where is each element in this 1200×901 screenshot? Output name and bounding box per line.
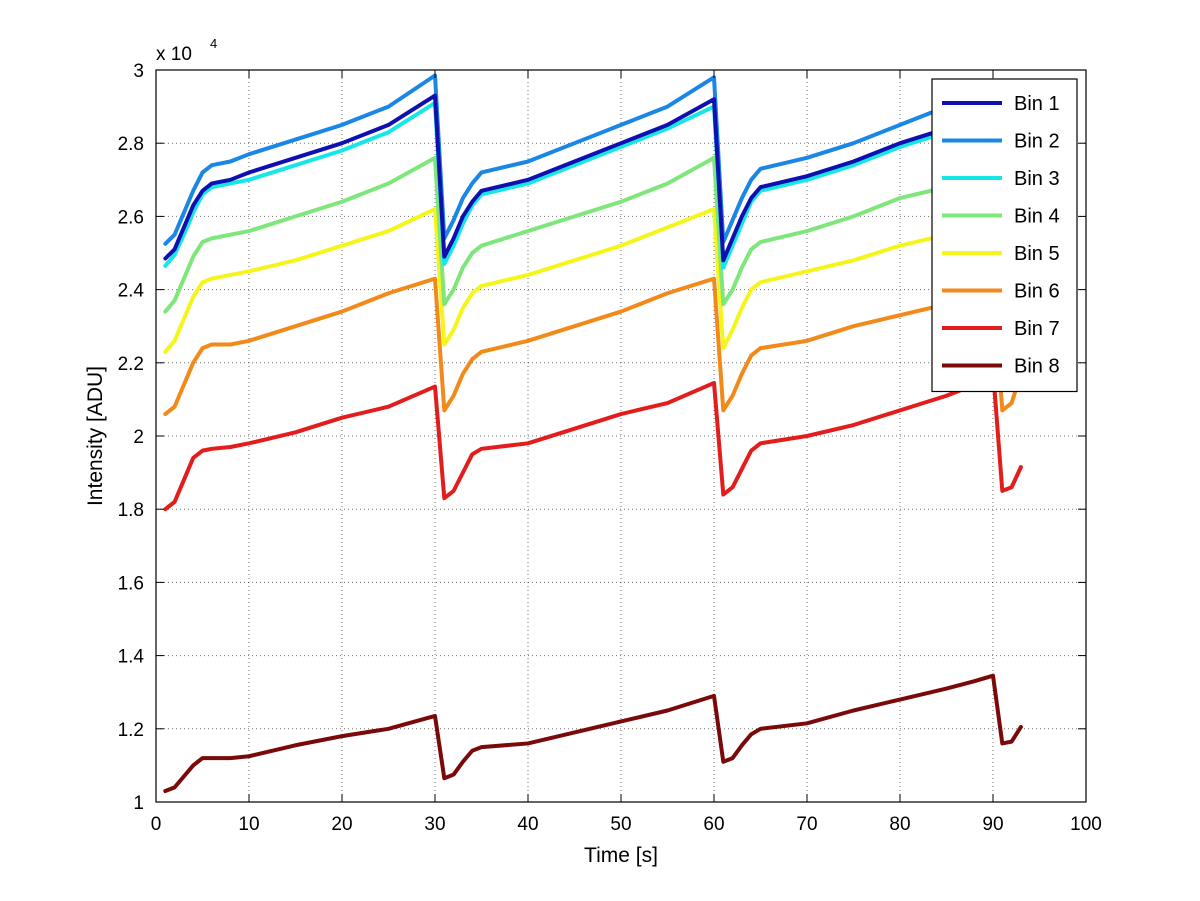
y-tick-label: 2.4: [118, 281, 145, 302]
x-tick-label: 10: [238, 814, 259, 835]
y-tick-label: 2.8: [118, 134, 144, 155]
series-line-bin-7: [163, 368, 1023, 512]
ticks: 0 10 20 30 40 50 60 70 80 90 100 1 1.2 1.4 1.6 1.8 2 2.2 2…: [118, 61, 1102, 835]
series-bin-4: [163, 155, 995, 314]
x-tick-label: 40: [517, 814, 538, 835]
x-tick-label: 20: [331, 814, 352, 835]
series-group: [163, 73, 1023, 794]
x-tick-label: 0: [151, 814, 162, 835]
y-exponent-power: 4: [210, 36, 217, 51]
y-axis-label: Intensity [ADU]: [84, 366, 107, 506]
series-line-bin-1: [163, 86, 995, 263]
x-tick-label: 80: [889, 814, 910, 835]
y-tick-label: 2: [133, 427, 144, 448]
legend-item-bin-6: Bin 6: [942, 281, 1060, 303]
series-line-bin-8: [163, 673, 1023, 794]
x-tick-label: 70: [796, 814, 817, 835]
legend-item-bin-5: Bin 5: [942, 243, 1060, 265]
series-line-bin-6: [163, 276, 1023, 417]
y-tick-label: 2.2: [118, 354, 144, 375]
series-line-bin-5: [163, 207, 995, 354]
x-tick-label: 50: [610, 814, 631, 835]
legend-item-bin-8: Bin 8: [942, 356, 1060, 378]
y-tick-label: 1.2: [118, 720, 144, 741]
legend-item-bin-2: Bin 2: [942, 131, 1060, 153]
y-tick-label: 3: [133, 61, 144, 82]
legend-item-bin-4: Bin 4: [942, 206, 1060, 228]
legend-item-bin-7: Bin 7: [942, 318, 1060, 340]
legend-label: Bin 1: [1014, 93, 1060, 115]
legend-label: Bin 6: [1014, 281, 1060, 303]
series-bin-1: [163, 86, 995, 263]
legend-label: Bin 2: [1014, 131, 1060, 153]
series-line-bin-4: [163, 155, 995, 314]
series-bin-3: [163, 100, 995, 270]
legend-label: Bin 4: [1014, 206, 1060, 228]
series-line-bin-2: [163, 73, 995, 246]
series-line-bin-3: [163, 100, 995, 270]
y-exponent-base: x 10: [156, 44, 192, 65]
legend: Bin 1 Bin 2 Bin 3 Bin 4 Bin 5 Bin 6 Bin 7 Bin 8: [931, 78, 1078, 393]
x-tick-label: 90: [982, 814, 1003, 835]
x-tick-label: 30: [424, 814, 445, 835]
legend-item-bin-1: Bin 1: [942, 93, 1060, 115]
series-bin-8: [163, 673, 1023, 794]
x-tick-label: 100: [1070, 814, 1102, 835]
legend-label: Bin 5: [1014, 243, 1060, 265]
legend-label: Bin 8: [1014, 356, 1060, 378]
legend-label: Bin 3: [1014, 168, 1060, 190]
y-tick-label: 2.6: [118, 207, 144, 228]
series-bin-2: [163, 73, 995, 246]
legend-box: [931, 78, 1078, 393]
x-tick-label: 60: [703, 814, 724, 835]
x-axis-label: Time [s]: [584, 844, 658, 867]
series-bin-6: [163, 276, 1023, 417]
y-tick-label: 1.6: [118, 573, 144, 594]
y-tick-label: 1: [133, 793, 144, 814]
y-tick-label: 1.4: [118, 647, 145, 668]
series-bin-5: [163, 207, 995, 354]
legend-label: Bin 7: [1014, 318, 1060, 340]
y-tick-label: 1.8: [118, 500, 144, 521]
series-bin-7: [163, 368, 1023, 512]
legend-item-bin-3: Bin 3: [942, 168, 1060, 190]
